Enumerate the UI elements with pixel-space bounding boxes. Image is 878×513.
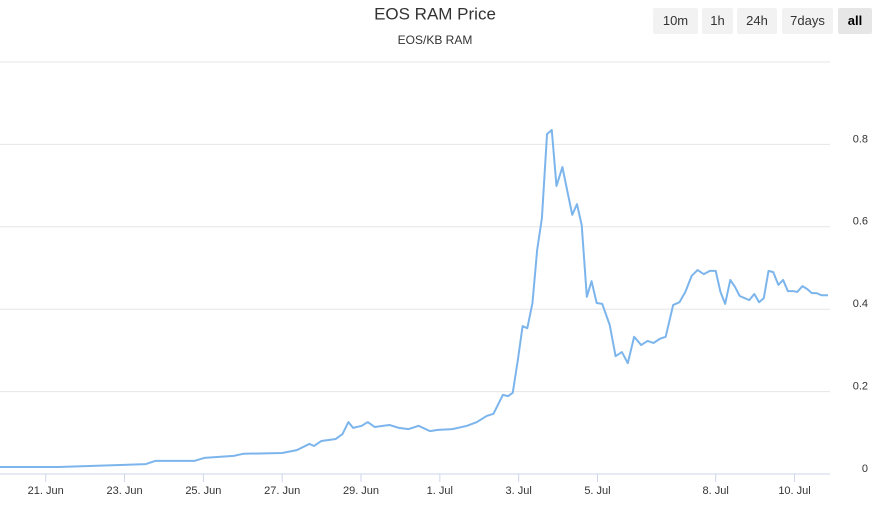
range-button[interactable]: all <box>838 8 872 34</box>
x-tick-label: 29. Jun <box>343 485 379 497</box>
x-tick-label: 21. Jun <box>28 485 64 497</box>
chart-title: EOS RAM Price <box>374 4 496 23</box>
chart-subtitle: EOS/KB RAM <box>398 33 473 47</box>
range-button[interactable]: 24h <box>737 8 777 34</box>
y-tick-label: 0.2 <box>853 381 868 393</box>
x-tick-label: 5. Jul <box>584 485 610 497</box>
y-tick-label: 0.4 <box>853 298 868 310</box>
x-tick-label: 1. Jul <box>427 485 453 497</box>
range-button[interactable]: 7days <box>782 8 833 34</box>
x-tick-label: 3. Jul <box>506 485 532 497</box>
x-tick-label: 27. Jun <box>264 485 300 497</box>
price-line <box>0 128 829 468</box>
y-tick-label: 0.8 <box>853 133 868 145</box>
range-button[interactable]: 10m <box>653 8 698 34</box>
x-tick-label: 25. Jun <box>185 485 221 497</box>
range-button[interactable]: 1h <box>702 8 733 34</box>
y-tick-label: 0.6 <box>853 216 868 228</box>
x-tick-label: 23. Jun <box>106 485 142 497</box>
x-tick-label: 10. Jul <box>778 485 810 497</box>
x-tick-label: 8. Jul <box>703 485 729 497</box>
y-tick-label: 0 <box>862 463 868 475</box>
